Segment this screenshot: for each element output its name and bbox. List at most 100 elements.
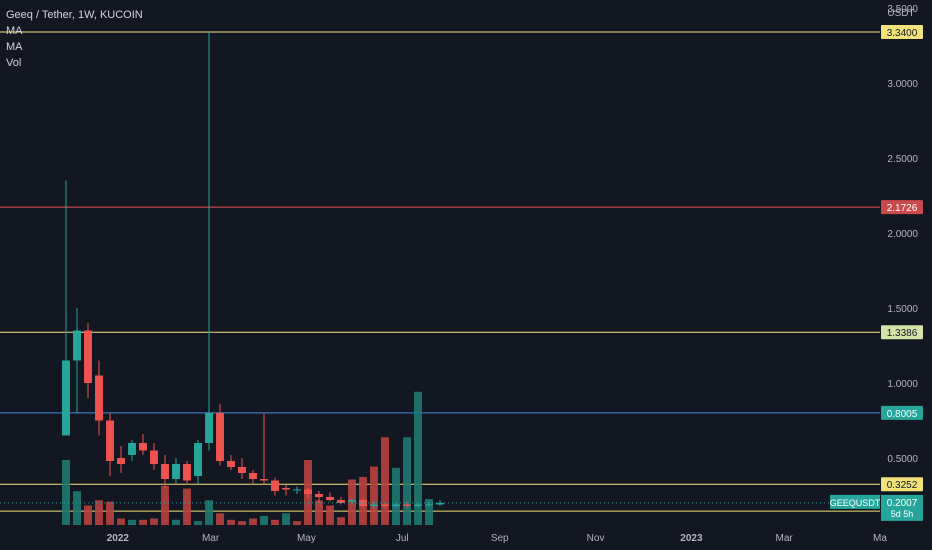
last-price-label: 0.2007 xyxy=(887,498,918,509)
candle-body[interactable] xyxy=(282,488,290,490)
price-line-label-bg xyxy=(881,405,923,420)
candles-layer xyxy=(62,32,444,509)
price-line-label: 2.1726 xyxy=(887,203,918,214)
bar-countdown: 5d 5h xyxy=(891,509,914,519)
symbol-tag: GEEQUSDT xyxy=(830,498,881,508)
volume-bar xyxy=(194,521,202,525)
x-tick-label: Mar xyxy=(202,533,220,544)
price-line-label-bg xyxy=(881,325,923,340)
volume-bar xyxy=(392,467,400,525)
volume-bar xyxy=(205,500,213,525)
price-line-label: 3.3400 xyxy=(887,28,918,39)
x-tick-label: 2023 xyxy=(680,533,703,544)
candle-body[interactable] xyxy=(227,461,235,467)
price-axis-background xyxy=(880,0,932,550)
candle-body[interactable] xyxy=(95,375,103,421)
candle-body[interactable] xyxy=(337,500,345,503)
time-axis[interactable]: 2022 Mar May Jul Sep Nov 2023 Mar Ma xyxy=(0,526,932,550)
price-line-label: 0.3252 xyxy=(887,480,918,491)
volume-bar xyxy=(326,505,334,525)
candle-body[interactable] xyxy=(370,504,378,507)
candle-body[interactable] xyxy=(260,479,268,481)
volume-bar xyxy=(216,513,224,525)
volume-bar xyxy=(84,505,92,525)
candle-body[interactable] xyxy=(106,420,114,462)
volume-bar xyxy=(293,521,301,525)
volume-bar xyxy=(128,519,136,525)
candle-body[interactable] xyxy=(73,330,81,361)
ma-indicator-2[interactable]: MA xyxy=(6,41,23,53)
price-line-label-bg xyxy=(881,477,923,492)
x-tick-label: May xyxy=(297,533,316,544)
volume-bar xyxy=(161,486,169,525)
last-price-line-layer: GEEQUSDT xyxy=(0,494,881,509)
y-tick-label: 0.5000 xyxy=(887,454,918,465)
x-tick-label: Sep xyxy=(491,533,509,544)
volume-bar xyxy=(414,391,422,525)
candle-body[interactable] xyxy=(62,360,70,436)
x-tick-label: Mar xyxy=(776,533,794,544)
horizontal-lines-layer xyxy=(0,31,880,512)
volume-bar xyxy=(139,519,147,525)
symbol-title[interactable]: Geeq / Tether, 1W, KUCOIN xyxy=(6,9,143,21)
volume-bar xyxy=(106,501,114,525)
candle-body[interactable] xyxy=(381,504,389,507)
volume-bar xyxy=(271,519,279,525)
currency-label: USDT xyxy=(887,8,914,19)
candle-body[interactable] xyxy=(194,443,202,476)
y-tick-label: 2.0000 xyxy=(887,229,918,240)
candle-body[interactable] xyxy=(293,489,301,491)
candle-body[interactable] xyxy=(315,494,323,497)
volume-bar xyxy=(172,519,180,525)
y-tick-label: 3.0000 xyxy=(887,79,918,90)
candle-body[interactable] xyxy=(359,500,367,506)
candle-body[interactable] xyxy=(326,497,334,500)
candle-body[interactable] xyxy=(161,464,169,479)
last-price-label-bg xyxy=(881,494,923,521)
candle-body[interactable] xyxy=(172,464,180,479)
volume-bar xyxy=(370,466,378,525)
candle-body[interactable] xyxy=(150,450,158,465)
candle-body[interactable] xyxy=(392,504,400,507)
candle-body[interactable] xyxy=(304,489,312,495)
y-tick-label: 1.5000 xyxy=(887,304,918,315)
candle-body[interactable] xyxy=(436,502,444,505)
volume-bar xyxy=(425,499,433,525)
candle-body[interactable] xyxy=(238,467,246,473)
volume-indicator[interactable]: Vol xyxy=(6,57,22,69)
candle-body[interactable] xyxy=(128,443,136,455)
candle-body[interactable] xyxy=(249,473,257,479)
ma-indicator-1[interactable]: MA xyxy=(6,25,23,37)
volume-bar xyxy=(337,517,345,525)
volume-bar xyxy=(73,491,81,525)
y-tick-label: 2.5000 xyxy=(887,154,918,165)
candle-body[interactable] xyxy=(117,458,125,464)
time-axis-background xyxy=(0,526,932,550)
price-line-label-bg xyxy=(881,25,923,39)
candle-body[interactable] xyxy=(403,504,411,507)
candle-body[interactable] xyxy=(205,413,213,443)
candle-body[interactable] xyxy=(271,480,279,492)
volume-bar xyxy=(95,500,103,525)
volume-bar xyxy=(381,437,389,525)
candle-body[interactable] xyxy=(348,500,356,502)
x-tick-label: 2022 xyxy=(107,533,130,544)
volume-bar xyxy=(403,437,411,525)
candle-body[interactable] xyxy=(183,464,191,481)
x-tick-label: Jul xyxy=(396,533,409,544)
symbol-tag-bg xyxy=(830,494,880,509)
volume-bar xyxy=(227,519,235,525)
volume-bar xyxy=(238,521,246,525)
candle-body[interactable] xyxy=(139,443,147,451)
candle-body[interactable] xyxy=(425,504,433,506)
y-tick-label: 1.0000 xyxy=(887,379,918,390)
volume-bar xyxy=(315,500,323,525)
volume-bar xyxy=(282,513,290,525)
price-line-label-bg xyxy=(881,200,923,215)
candle-body[interactable] xyxy=(414,504,422,507)
candle-body[interactable] xyxy=(84,330,92,384)
candle-body[interactable] xyxy=(216,413,224,461)
